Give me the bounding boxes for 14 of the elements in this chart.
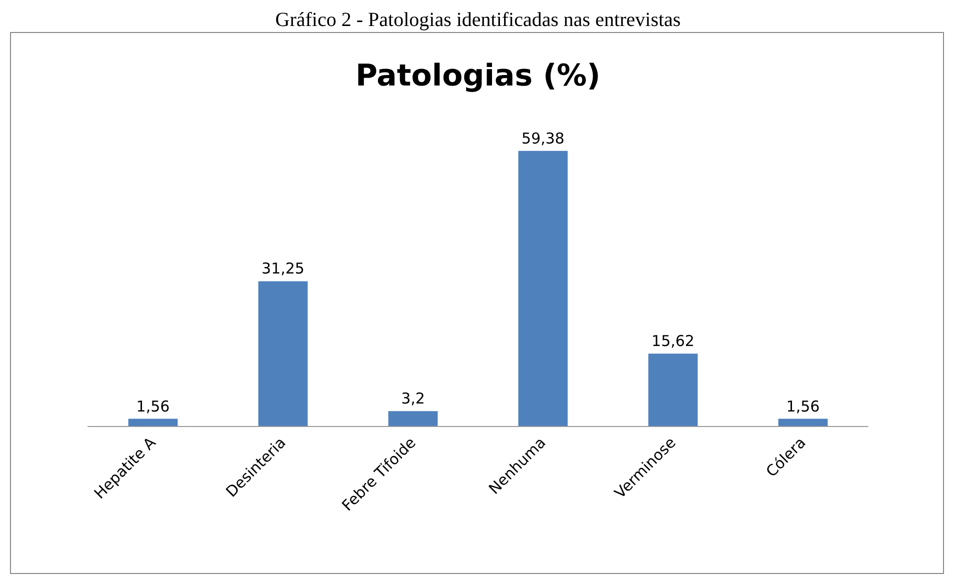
data-label: 31,25: [262, 260, 304, 278]
text: Gráfico 2 - Patologias identificadas nas entrevistas: [275, 9, 681, 31]
bar: [518, 150, 568, 426]
bar: [128, 418, 178, 426]
bar: [648, 354, 698, 426]
data-label: 15,62: [652, 332, 694, 350]
bar: [778, 418, 828, 426]
chart-title: Patologias (%): [355, 58, 601, 94]
data-label: 59,38: [522, 129, 564, 148]
bar: [388, 411, 438, 426]
data-label: 3,2: [401, 390, 425, 408]
data-label: 1,56: [136, 397, 170, 416]
data-label: 1,56: [786, 397, 820, 416]
bar: [258, 281, 308, 426]
